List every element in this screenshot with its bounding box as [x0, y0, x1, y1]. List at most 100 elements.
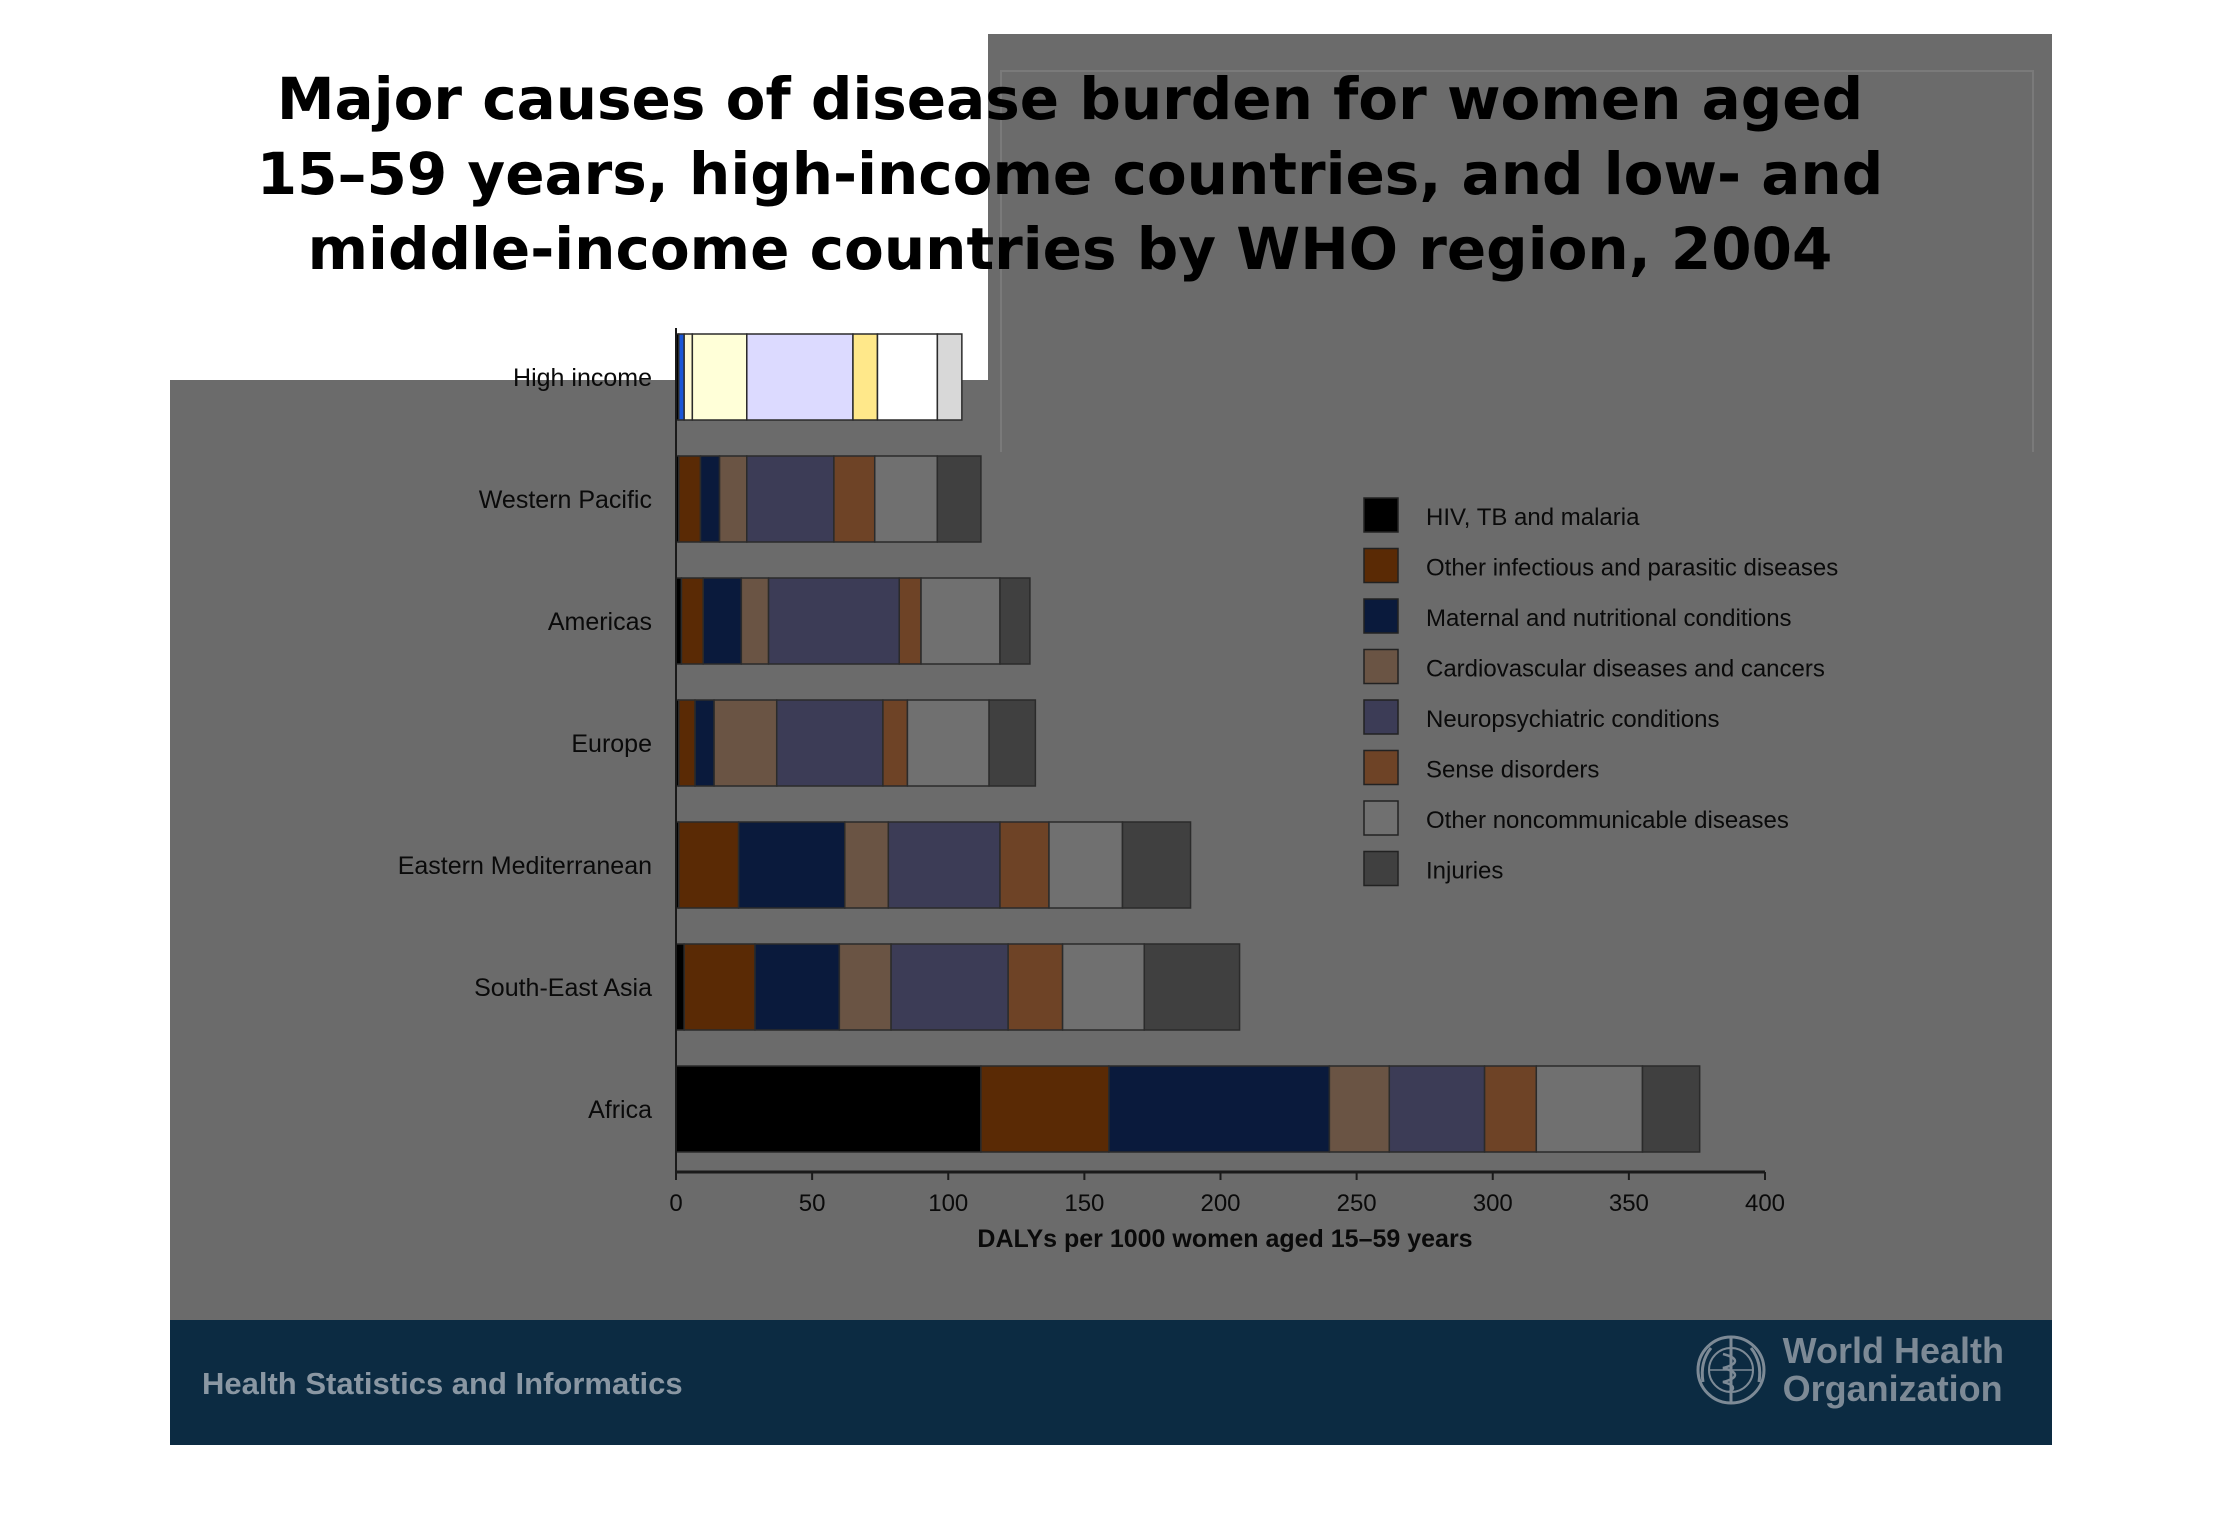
bar-south-east-asia-injuries	[1143, 943, 1241, 1031]
bar-europe-neuropsychiatric-conditions	[775, 699, 884, 787]
who-name-line2: Organization	[1782, 1368, 2003, 1409]
x-axis-title: DALYs per 1000 women aged 15–59 years	[977, 1225, 1472, 1253]
footer-title: Health Statistics and Informatics	[202, 1366, 683, 1401]
bar-eastern-mediterranean-neuropsychiatric-conditions	[887, 821, 1001, 909]
who-name-line1: World Health	[1782, 1330, 2004, 1371]
category-label-eastern-mediterranean: Eastern Mediterranean	[398, 852, 652, 880]
bar-americas-neuropsychiatric-conditions	[767, 577, 900, 665]
bar-africa-hiv-tb-and-malaria	[675, 1065, 982, 1153]
legend: HIV, TB and malaria Other infectious and …	[1363, 497, 1838, 887]
bar-eastern-mediterranean-other-infectious-and-parasitic-diseases	[677, 821, 740, 909]
bar-americas-sense-disorders	[898, 577, 922, 665]
legend-label-neuropsychiatric-conditions: Neuropsychiatric conditions	[1426, 706, 1719, 733]
bar-western-pacific-other-noncommunicable-diseases	[873, 455, 939, 543]
who-emblem-icon	[1696, 1335, 1766, 1405]
bar-africa-cardiovascular-diseases-and-cancers	[1328, 1065, 1391, 1153]
legend-swatch-injuries	[1363, 850, 1399, 887]
x-tick-label-400: 400	[1745, 1190, 1785, 1217]
bar-africa-injuries	[1641, 1065, 1701, 1153]
bar-high-income-other-infectious-and-parasitic-diseases	[677, 333, 685, 421]
bar-western-pacific-sense-disorders	[833, 455, 876, 543]
bar-high-income-maternal-and-nutritional-conditions	[683, 333, 694, 421]
x-tick-label-100: 100	[928, 1190, 968, 1217]
bar-western-pacific-neuropsychiatric-conditions	[746, 455, 835, 543]
bar-western-pacific-maternal-and-nutritional-conditions	[699, 455, 721, 543]
category-label-africa: Africa	[588, 1096, 652, 1124]
bar-eastern-mediterranean-cardiovascular-diseases-and-cancers	[844, 821, 890, 909]
legend-label-other-noncommunicable-diseases: Other noncommunicable diseases	[1426, 807, 1789, 834]
legend-label-sense-disorders: Sense disorders	[1426, 757, 1599, 784]
bar-eastern-mediterranean-other-noncommunicable-diseases	[1048, 821, 1124, 909]
bar-europe-injuries	[988, 699, 1037, 787]
bar-europe-other-noncommunicable-diseases	[906, 699, 990, 787]
bar-africa-other-noncommunicable-diseases	[1535, 1065, 1644, 1153]
legend-label-other-infectious-and-parasitic-diseases: Other infectious and parasitic diseases	[1426, 555, 1838, 582]
bar-eastern-mediterranean-sense-disorders	[999, 821, 1050, 909]
category-labels: High income Western Pacific Americas Europe…	[398, 364, 652, 1124]
bar-europe-other-infectious-and-parasitic-diseases	[677, 699, 696, 787]
bar-south-east-asia-cardiovascular-diseases-and-cancers	[838, 943, 892, 1031]
legend-label-cardiovascular-diseases-and-cancers: Cardiovascular diseases and cancers	[1426, 656, 1825, 683]
x-tick-label-150: 150	[1064, 1190, 1104, 1217]
who-name: World Health Organization	[1783, 1332, 2004, 1408]
bar-americas-maternal-and-nutritional-conditions	[702, 577, 743, 665]
x-tick-label-250: 250	[1337, 1190, 1377, 1217]
legend-swatch-cardiovascular-diseases-and-cancers	[1363, 648, 1399, 685]
legend-swatch-other-infectious-and-parasitic-diseases	[1363, 547, 1399, 584]
category-label-europe: Europe	[571, 730, 652, 758]
slide-background	[170, 380, 2052, 1445]
bar-high-income-other-noncommunicable-diseases	[876, 333, 939, 421]
footer-bar: Health Statistics and Informatics World …	[170, 1320, 2052, 1445]
x-tick-label-0: 0	[669, 1190, 682, 1217]
bars	[675, 333, 1701, 1153]
bar-eastern-mediterranean-maternal-and-nutritional-conditions	[737, 821, 846, 909]
legend-swatch-maternal-and-nutritional-conditions	[1363, 598, 1399, 634]
bar-south-east-asia-hiv-tb-and-malaria	[675, 943, 685, 1031]
bar-eastern-mediterranean-injuries	[1121, 821, 1192, 909]
bar-south-east-asia-sense-disorders	[1007, 943, 1064, 1031]
bar-americas-cardiovascular-diseases-and-cancers	[740, 577, 770, 665]
bar-western-pacific-other-infectious-and-parasitic-diseases	[677, 455, 702, 543]
bar-high-income-cardiovascular-diseases-and-cancers	[691, 333, 748, 421]
bar-high-income-injuries	[936, 333, 963, 421]
category-label-western-pacific: Western Pacific	[479, 486, 652, 514]
bar-south-east-asia-other-noncommunicable-diseases	[1061, 943, 1146, 1031]
x-tick-label-300: 300	[1473, 1190, 1513, 1217]
category-label-americas: Americas	[548, 608, 652, 636]
x-tick-label-200: 200	[1200, 1190, 1240, 1217]
legend-label-injuries: Injuries	[1426, 858, 1503, 885]
bar-western-pacific-cardiovascular-diseases-and-cancers	[718, 455, 748, 543]
legend-swatch-hiv-tb-and-malaria	[1363, 497, 1399, 533]
legend-label-maternal-and-nutritional-conditions: Maternal and nutritional conditions	[1426, 605, 1792, 632]
legend-swatch-sense-disorders	[1363, 749, 1399, 786]
bar-europe-sense-disorders	[882, 699, 909, 787]
slide-frame	[1000, 70, 2034, 452]
legend-label-hiv-tb-and-malaria: HIV, TB and malaria	[1426, 504, 1640, 531]
bar-africa-maternal-and-nutritional-conditions	[1108, 1065, 1331, 1153]
bar-high-income-sense-disorders	[852, 333, 879, 421]
bar-africa-other-infectious-and-parasitic-diseases	[980, 1065, 1110, 1153]
x-tick-labels: 0 50 100 150 200 250 300 350 400	[669, 1172, 1785, 1217]
category-label-high-income: High income	[513, 364, 652, 392]
legend-swatch-neuropsychiatric-conditions	[1363, 699, 1399, 735]
bar-americas-other-infectious-and-parasitic-diseases	[680, 577, 704, 665]
slide-background-top	[988, 34, 2052, 384]
bar-western-pacific-injuries	[936, 455, 982, 543]
bar-europe-maternal-and-nutritional-conditions	[694, 699, 715, 787]
bar-south-east-asia-neuropsychiatric-conditions	[890, 943, 1009, 1031]
bar-south-east-asia-maternal-and-nutritional-conditions	[754, 943, 841, 1031]
x-tick-label-50: 50	[799, 1190, 826, 1217]
legend-swatch-other-noncommunicable-diseases	[1363, 800, 1399, 836]
category-label-south-east-asia: South-East Asia	[474, 974, 652, 1002]
bar-americas-injuries	[999, 577, 1031, 665]
bar-americas-other-noncommunicable-diseases	[920, 577, 1001, 665]
page-title: Major causes of disease burden for women…	[256, 65, 1884, 283]
bar-africa-sense-disorders	[1483, 1065, 1538, 1153]
bar-africa-neuropsychiatric-conditions	[1388, 1065, 1486, 1153]
bar-high-income-neuropsychiatric-conditions	[746, 333, 854, 421]
who-logo: World Health Organization	[1693, 1332, 2004, 1408]
x-tick-label-350: 350	[1609, 1190, 1649, 1217]
bar-europe-cardiovascular-diseases-and-cancers	[713, 699, 778, 787]
bar-south-east-asia-other-infectious-and-parasitic-diseases	[683, 943, 756, 1031]
